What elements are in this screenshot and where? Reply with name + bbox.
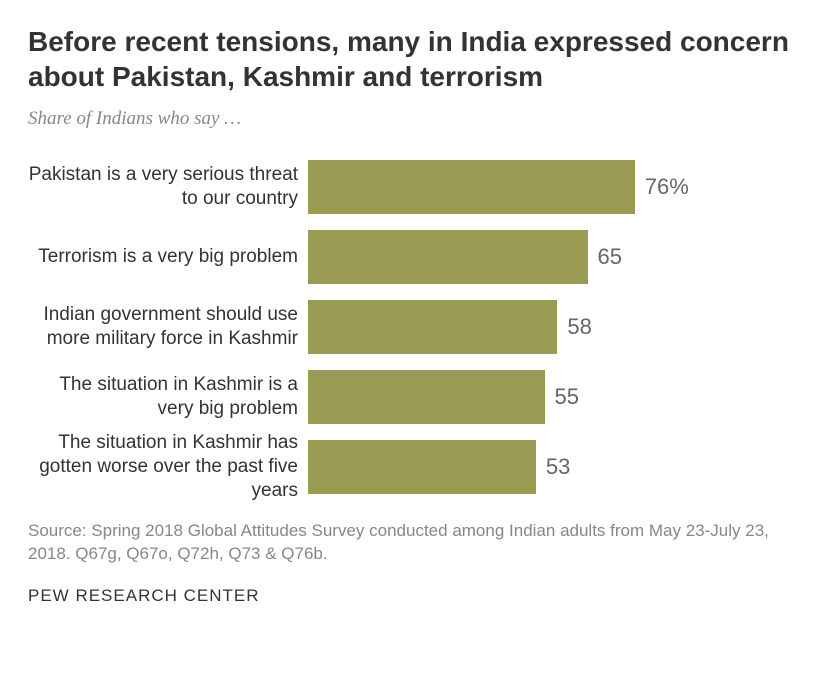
bar-value: 58 [567, 314, 591, 340]
bar-label: The situation in Kashmir is a very big p… [28, 373, 308, 421]
bar-row: Pakistan is a very serious threat to our… [28, 158, 812, 216]
bar-container: 65 [308, 228, 812, 286]
bar-row: The situation in Kashmir is a very big p… [28, 368, 812, 426]
chart-title: Before recent tensions, many in India ex… [28, 24, 812, 94]
bar-label: Pakistan is a very serious threat to our… [28, 163, 308, 211]
bar [308, 440, 536, 494]
bar [308, 230, 588, 284]
bar [308, 300, 557, 354]
bar-row: Indian government should use more milita… [28, 298, 812, 356]
bar-value: 53 [546, 454, 570, 480]
bar-container: 58 [308, 298, 812, 356]
bar-value: 55 [555, 384, 579, 410]
bar-value: 65 [598, 244, 622, 270]
bar-label: The situation in Kashmir has gotten wors… [28, 431, 308, 502]
bar [308, 370, 545, 424]
bar-chart: Pakistan is a very serious threat to our… [28, 158, 812, 496]
bar-label: Terrorism is a very big problem [28, 245, 308, 269]
bar-container: 76% [308, 158, 812, 216]
source-text: Source: Spring 2018 Global Attitudes Sur… [28, 520, 812, 566]
bar-label: Indian government should use more milita… [28, 303, 308, 351]
bar-container: 55 [308, 368, 812, 426]
bar-row: Terrorism is a very big problem 65 [28, 228, 812, 286]
footer-attribution: PEW RESEARCH CENTER [28, 586, 812, 606]
bar [308, 160, 635, 214]
chart-subtitle: Share of Indians who say … [28, 108, 812, 130]
bar-row: The situation in Kashmir has gotten wors… [28, 438, 812, 496]
bar-container: 53 [308, 438, 812, 496]
bar-value: 76% [645, 174, 689, 200]
